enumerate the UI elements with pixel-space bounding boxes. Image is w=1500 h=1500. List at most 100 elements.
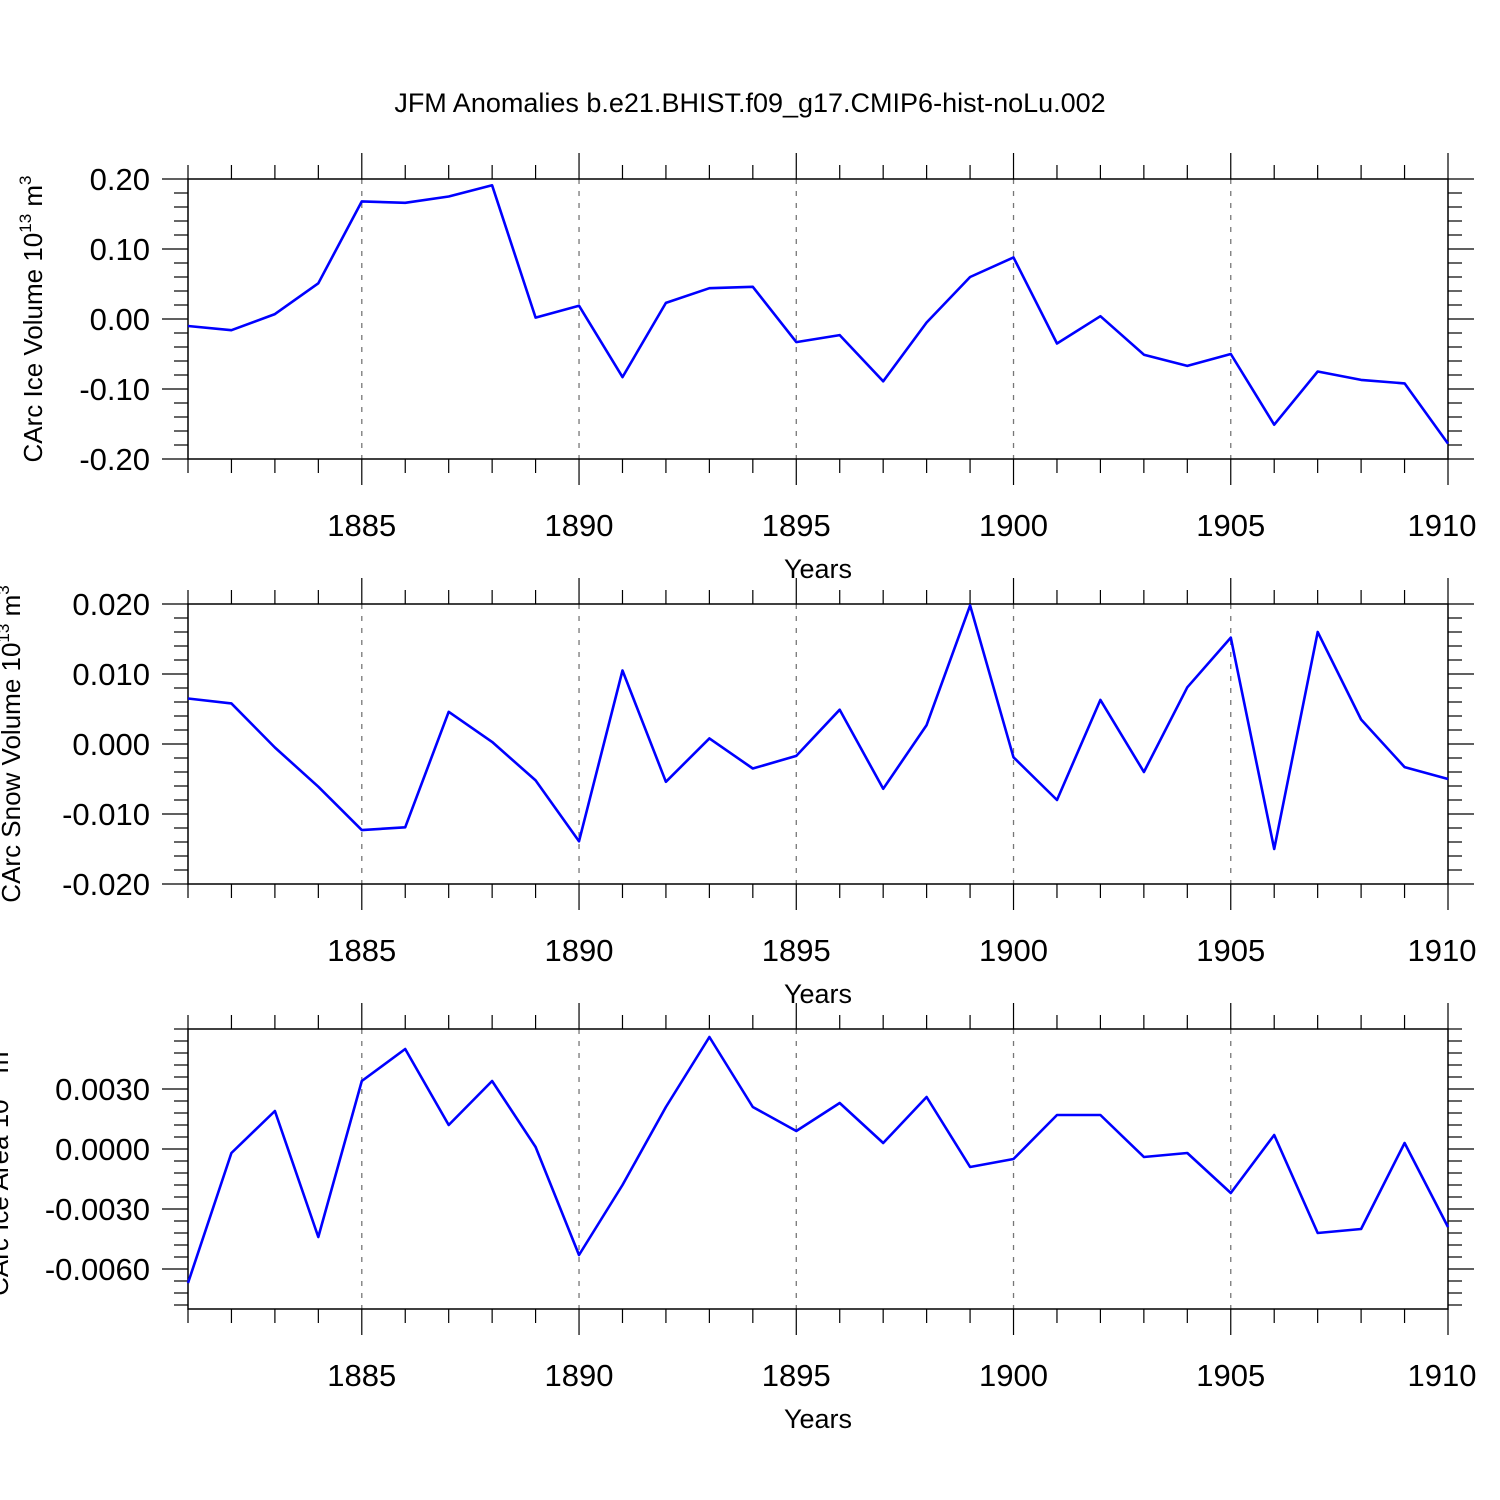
data-point (620, 1183, 624, 1187)
data-point (1185, 685, 1189, 689)
data-point (490, 1079, 494, 1083)
data-point (1185, 1151, 1189, 1155)
data-point (1359, 378, 1363, 382)
y-tick-label: 0.010 (72, 657, 150, 692)
x-tick-label: 1895 (762, 1358, 831, 1393)
y-axis-label: CArc Snow Volume 1013 m3 (0, 585, 26, 902)
data-point (707, 1035, 711, 1039)
data-point (403, 825, 407, 829)
x-tick-label: 1900 (979, 508, 1048, 543)
y-tick-label: 0.020 (72, 587, 150, 622)
data-point (838, 708, 842, 712)
data-point (664, 301, 668, 305)
x-tick-label: 1905 (1196, 508, 1265, 543)
data-point (360, 199, 364, 203)
chart-panel-1: -0.20 -0.10 0.00 0.10 0.20 1885 1890 1895 1900 19… (16, 153, 1476, 584)
data-point (838, 333, 842, 337)
data-point (490, 183, 494, 187)
x-tick-label: 1890 (545, 1358, 614, 1393)
data-point (186, 697, 190, 701)
data-point (1316, 630, 1320, 634)
data-point (968, 1165, 972, 1169)
y-tick-label: -0.010 (62, 797, 150, 832)
data-point (1272, 847, 1276, 851)
data-point (577, 304, 581, 308)
chart-panel-2: -0.020 -0.010 0.000 0.010 0.020 1885 1890 1895 1… (0, 578, 1476, 1009)
data-point (1316, 1231, 1320, 1235)
data-point (664, 780, 668, 784)
data-point (968, 275, 972, 279)
data-point (534, 1145, 538, 1149)
x-tick-label: 1905 (1196, 933, 1265, 968)
data-point (1359, 1227, 1363, 1231)
x-tick-label: 1910 (1408, 1358, 1477, 1393)
data-point (1272, 1133, 1276, 1137)
plot-frame (187, 178, 1449, 460)
y-tick-label: -0.0060 (45, 1252, 150, 1287)
data-point (1229, 636, 1233, 640)
data-point (707, 736, 711, 740)
data-point (534, 316, 538, 320)
data-point (403, 201, 407, 205)
data-point (273, 312, 277, 316)
y-tick-label: 0.00 (90, 302, 150, 337)
data-point (1055, 342, 1059, 346)
data-point (1012, 755, 1016, 759)
y-tick-label: -0.020 (62, 867, 150, 902)
y-tick-label: -0.0030 (45, 1192, 150, 1227)
y-tick-label: 0.000 (72, 727, 150, 762)
data-point (1229, 352, 1233, 356)
data-point (1446, 777, 1450, 781)
data-point (751, 767, 755, 771)
x-tick-label: 1905 (1196, 1358, 1265, 1393)
y-axis-label: CArc Ice Volume 1013 m3 (16, 175, 48, 462)
data-point (620, 669, 624, 673)
x-tick-label: 1895 (762, 508, 831, 543)
y-tick-label: 0.20 (90, 162, 150, 197)
data-point (751, 285, 755, 289)
data-point (1229, 1191, 1233, 1195)
data-point (1055, 1113, 1059, 1117)
data-point (925, 321, 929, 325)
data-point (1098, 1113, 1102, 1117)
data-point (838, 1101, 842, 1105)
data-point (1142, 770, 1146, 774)
x-tick-label: 1890 (545, 933, 614, 968)
data-point (1403, 1141, 1407, 1145)
data-point (751, 1105, 755, 1109)
x-tick-label: 1885 (327, 1358, 396, 1393)
data-point (620, 375, 624, 379)
data-point (881, 1141, 885, 1145)
data-point (925, 1095, 929, 1099)
data-point (1446, 1225, 1450, 1229)
plot-frame (187, 603, 1449, 885)
data-point (186, 324, 190, 328)
plot-frame (187, 1028, 1449, 1310)
x-axis-label: Years (784, 979, 852, 1009)
data-point (447, 1123, 451, 1127)
y-axis-label: CArc Ice Area 1013 m2 (0, 1042, 14, 1296)
series-line (187, 184, 1450, 445)
chart-panel-3: -0.0060 -0.0030 0.0000 0.0030 1885 1890 1895 19… (0, 1003, 1476, 1434)
x-tick-label: 1910 (1408, 933, 1477, 968)
data-point (1012, 1157, 1016, 1161)
data-point (403, 1047, 407, 1051)
data-point (925, 723, 929, 727)
data-point (229, 328, 233, 332)
y-tick-label: 0.0030 (55, 1072, 150, 1107)
data-point (360, 1079, 364, 1083)
data-point (1098, 314, 1102, 318)
data-point (1272, 423, 1276, 427)
data-point (1098, 698, 1102, 702)
y-tick-label: 0.10 (90, 232, 150, 267)
data-point (794, 1129, 798, 1133)
data-point (881, 379, 885, 383)
data-point (273, 1109, 277, 1113)
data-point (1403, 765, 1407, 769)
data-point (490, 740, 494, 744)
y-tick-label: -0.10 (79, 372, 150, 407)
data-point (664, 1105, 668, 1109)
data-point (316, 281, 320, 285)
data-point (360, 828, 364, 832)
